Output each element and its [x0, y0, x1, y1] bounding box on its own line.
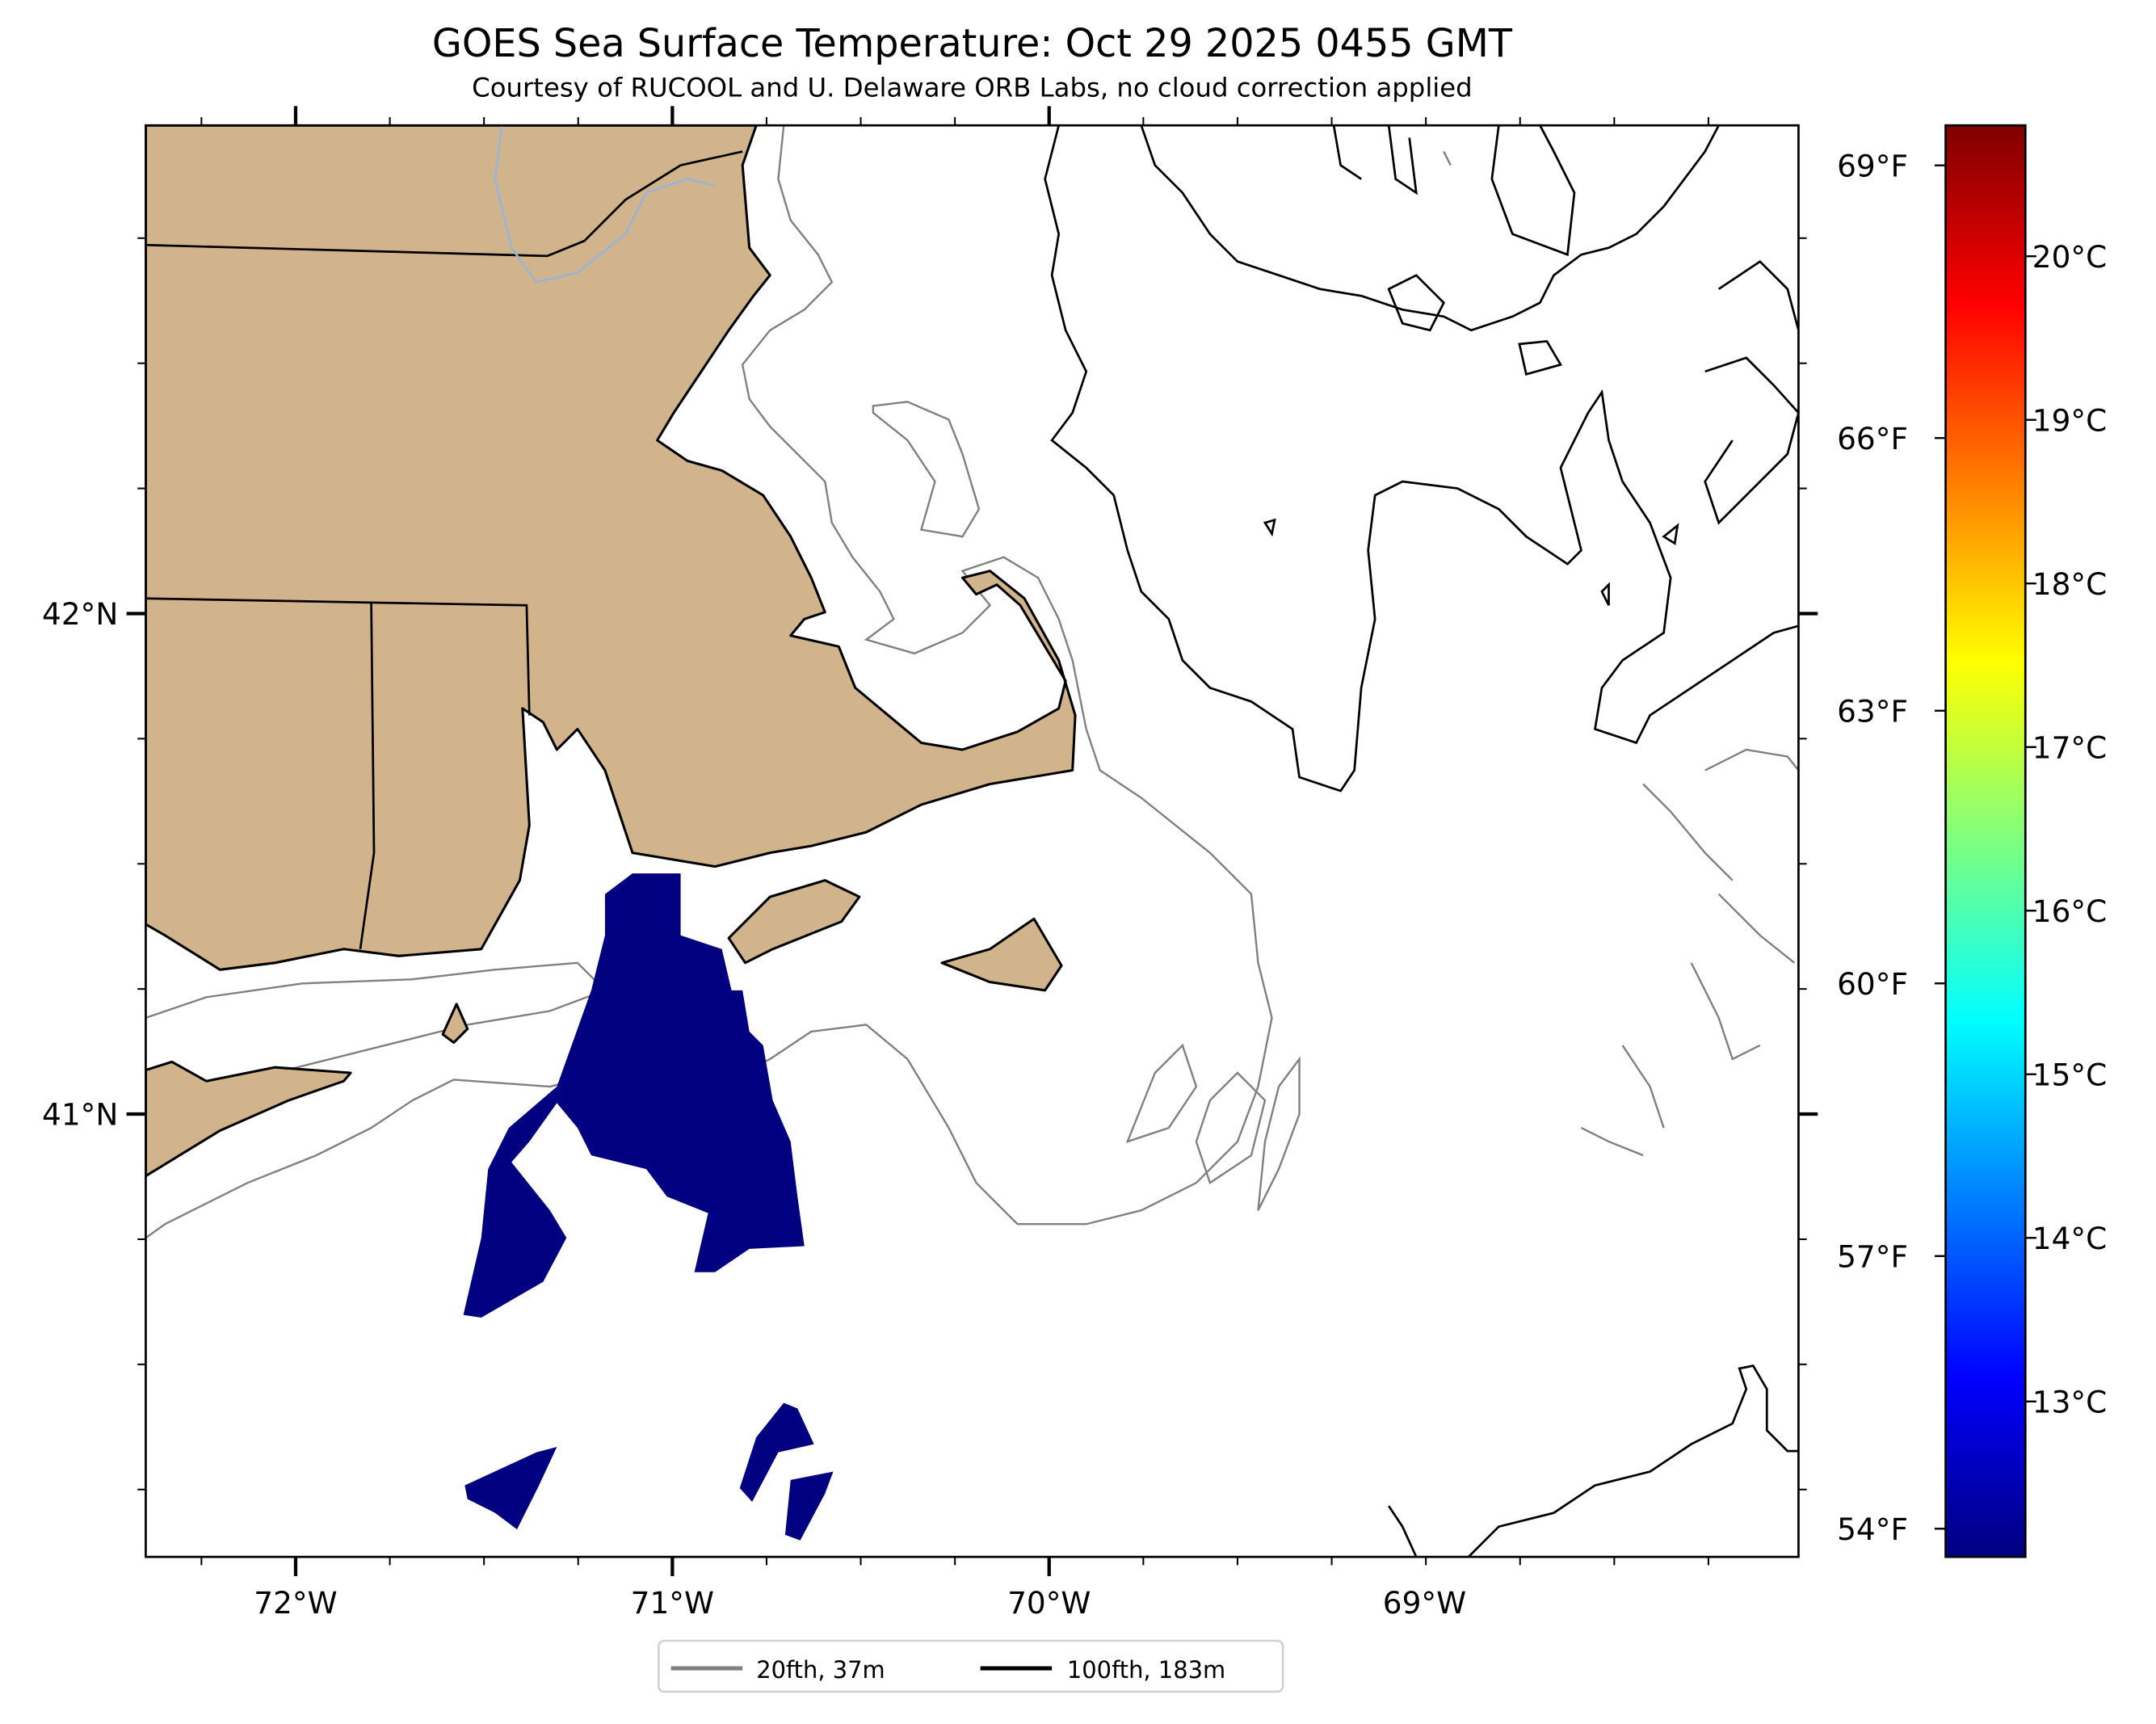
chart-title: GOES Sea Surface Temperature: Oct 29 202…	[432, 22, 1513, 66]
land-nantucket	[940, 917, 1063, 992]
colorbar	[1944, 124, 2027, 1558]
map-ticks	[126, 106, 1818, 1576]
celsius-tick-label: 20°C	[2032, 239, 2107, 275]
land-marthas-vineyard	[727, 879, 861, 965]
legend: 20fth, 37m 100fth, 183m	[658, 1639, 1284, 1693]
lon-label: 71°W	[631, 1585, 714, 1621]
celsius-tick-label: 15°C	[2032, 1057, 2107, 1092]
river	[494, 125, 716, 284]
land-new-england	[145, 125, 1077, 971]
lon-axis-labels: 72°W 71°W 70°W 69°W	[254, 1585, 1466, 1621]
fahrenheit-tick-label: 60°F	[1837, 966, 1908, 1002]
colorbar-ticks: 20°C 19°C 18°C 17°C 16°C 15°C 14°C 13°C 69°F 66°F…	[1837, 148, 2107, 1547]
celsius-tick-label: 19°C	[2032, 402, 2107, 438]
celsius-tick-label: 14°C	[2032, 1221, 2107, 1256]
fahrenheit-tick-label: 69°F	[1837, 148, 1908, 183]
celsius-tick-label: 16°C	[2032, 894, 2107, 929]
land-block-island	[441, 1003, 469, 1045]
sst-patches	[463, 873, 834, 1541]
legend-box	[658, 1639, 1284, 1693]
celsius-tick-label: 17°C	[2032, 730, 2107, 765]
fahrenheit-tick-label: 54°F	[1837, 1512, 1908, 1547]
fahrenheit-tick-label: 57°F	[1837, 1238, 1908, 1274]
map-plot	[145, 125, 1799, 1558]
lat-axis-labels: 42°N 41°N	[42, 596, 118, 1133]
lat-label: 41°N	[42, 1097, 118, 1133]
lat-label: 42°N	[42, 596, 118, 632]
lon-label: 70°W	[1007, 1585, 1091, 1621]
fahrenheit-tick-label: 66°F	[1837, 421, 1908, 456]
contour-100fth	[1044, 125, 1799, 1558]
legend-label-20fth: 20fth, 37m	[756, 1656, 885, 1684]
lon-label: 72°W	[254, 1585, 337, 1621]
plot-frame	[145, 124, 1800, 1558]
state-borders	[145, 150, 743, 949]
fahrenheit-tick-label: 63°F	[1837, 693, 1908, 729]
chart-subtitle: Courtesy of RUCOOL and U. Delaware ORB L…	[472, 72, 1473, 103]
celsius-tick-label: 18°C	[2032, 566, 2107, 602]
legend-label-100fth: 100fth, 183m	[1067, 1656, 1225, 1684]
land	[145, 125, 1077, 1178]
land-long-island	[145, 1060, 352, 1178]
lon-label: 69°W	[1383, 1585, 1466, 1621]
celsius-tick-label: 13°C	[2032, 1384, 2107, 1419]
